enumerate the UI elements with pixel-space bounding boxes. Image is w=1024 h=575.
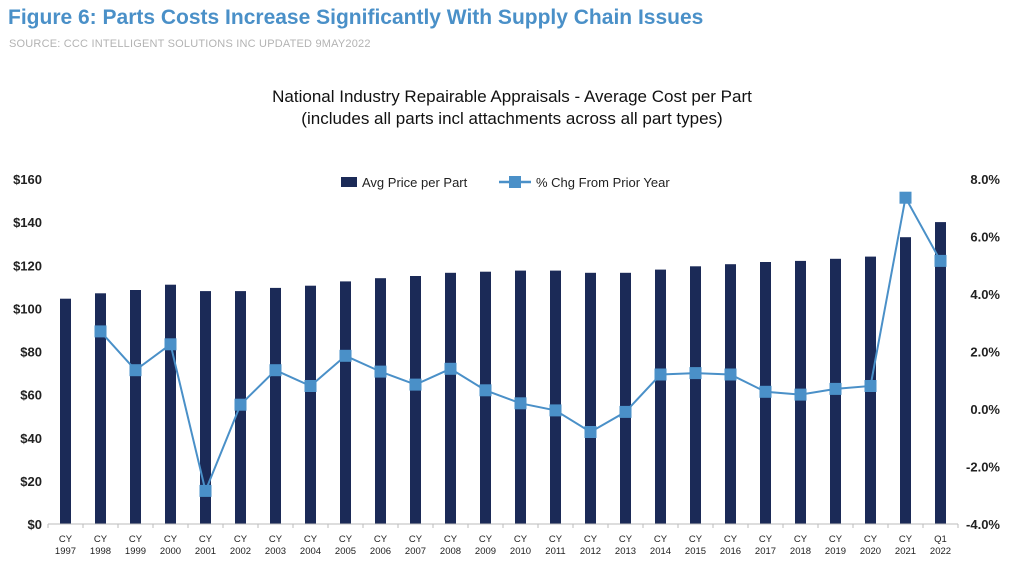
pct-change-point — [724, 368, 737, 381]
x-tick-label: CY 1997 — [55, 534, 76, 557]
y-left-tick-label: $140 — [13, 215, 42, 230]
x-tick-label: CY 2016 — [720, 534, 741, 557]
pct-change-point — [94, 325, 107, 338]
x-tick-label: CY 2000 — [160, 534, 181, 557]
bar — [585, 272, 596, 524]
y-left-tick-label: $100 — [13, 301, 42, 316]
y-left-tick-label: $60 — [20, 388, 42, 403]
x-tick-label: CY 2021 — [895, 534, 916, 557]
y-right-tick-label: 8.0% — [970, 172, 1000, 187]
bar — [690, 266, 701, 524]
pct-change-point — [829, 382, 842, 395]
y-left-tick-label: $80 — [20, 345, 42, 360]
x-tick-label: CY 2020 — [860, 534, 881, 557]
y-left-tick-label: $160 — [13, 172, 42, 187]
x-tick-label: CY 2018 — [790, 534, 811, 557]
figure-title: Figure 6: Parts Costs Increase Significa… — [8, 6, 704, 29]
bar — [655, 269, 666, 524]
y-right-tick-label: 4.0% — [970, 287, 1000, 302]
pct-change-point — [374, 365, 387, 378]
pct-change-point — [549, 404, 562, 417]
y-left-tick-label: $120 — [13, 258, 42, 273]
x-tick-label: CY 2011 — [545, 534, 565, 557]
pct-change-point — [269, 364, 282, 377]
pct-change-point — [794, 388, 807, 401]
pct-change-point — [899, 191, 912, 204]
bar — [200, 291, 211, 524]
pct-change-point — [339, 349, 352, 362]
x-tick-label: CY 2002 — [230, 534, 251, 557]
bar — [130, 290, 141, 524]
bar — [60, 298, 71, 524]
legend: Avg Price per Part % Chg From Prior Year — [341, 175, 670, 190]
y-right-tick-label: -4.0% — [966, 517, 1000, 532]
pct-change-point — [164, 338, 177, 351]
bar — [445, 272, 456, 524]
x-tick-label: CY 2014 — [650, 534, 671, 557]
x-tick-label: CY 2006 — [370, 534, 391, 557]
bar — [725, 264, 736, 524]
x-tick-label: CY 2005 — [335, 534, 356, 557]
bar — [340, 281, 351, 524]
pct-change-point — [654, 368, 667, 381]
x-tick-label: CY 2013 — [615, 534, 636, 557]
bar — [550, 270, 561, 524]
legend-marker-swatch — [509, 176, 521, 188]
bar — [165, 284, 176, 524]
pct-change-point — [409, 378, 422, 391]
pct-change-point — [619, 405, 632, 418]
bar — [935, 222, 946, 524]
pct-change-point — [584, 426, 597, 438]
x-tick-label: CY 2019 — [825, 534, 846, 557]
x-tick-label: CY 2003 — [265, 534, 286, 557]
bar — [410, 276, 421, 524]
bar — [95, 293, 106, 524]
bar — [900, 237, 911, 524]
x-tick-label: CY 1999 — [125, 534, 146, 557]
x-tick-label: CY 2017 — [755, 534, 776, 557]
figure-source: SOURCE: CCC INTELLIGENT SOLUTIONS INC UP… — [9, 38, 371, 50]
pct-change-point — [479, 384, 492, 397]
pct-change-point — [444, 362, 457, 375]
bar — [270, 287, 281, 524]
bar — [305, 285, 316, 524]
y-right-tick-label: -2.0% — [966, 460, 1000, 475]
x-tick-label: CY 2012 — [580, 534, 601, 557]
x-tick-label: CY 2015 — [685, 534, 706, 557]
x-tick-label: CY 2007 — [405, 534, 426, 557]
legend-bar-label: Avg Price per Part — [362, 175, 468, 190]
x-tick-label: CY 2008 — [440, 534, 461, 557]
x-tick-label: CY 2004 — [300, 534, 321, 557]
chart-title-line-2: (includes all parts incl attachments acr… — [301, 109, 723, 128]
x-tick-label: CY 2009 — [475, 534, 496, 557]
pct-change-point — [129, 364, 142, 377]
pct-change-point — [934, 254, 947, 267]
y-right-tick-label: 2.0% — [970, 345, 1000, 360]
pct-change-point — [759, 385, 772, 398]
plot-area: CY 1997 CY 1998 CY 1999 CY 2000 CY 2001 CY 2002 CY 20… — [13, 172, 1000, 557]
legend-line-label: % Chg From Prior Year — [536, 175, 670, 190]
pct-change-point — [514, 397, 527, 410]
x-tick-label: CY 2001 — [195, 534, 216, 557]
bar — [375, 278, 386, 524]
pct-change-point — [199, 484, 212, 497]
y-left-tick-label: $40 — [20, 431, 42, 446]
bar — [620, 272, 631, 524]
x-tick-label: CY 2010 — [510, 534, 531, 557]
x-tick-label: Q1 2022 — [930, 534, 951, 557]
bar — [480, 271, 491, 524]
y-right-tick-label: 6.0% — [970, 230, 1000, 245]
y-left-tick-label: $20 — [20, 474, 42, 489]
pct-change-point — [304, 380, 317, 392]
chart-title-line-1: National Industry Repairable Appraisals … — [272, 87, 752, 106]
y-left-tick-label: $0 — [28, 517, 42, 532]
pct-change-point — [864, 380, 877, 392]
pct-change-point — [689, 367, 702, 380]
pct-change-point — [234, 398, 247, 411]
legend-bar-swatch — [341, 177, 357, 187]
x-tick-label: CY 1998 — [90, 534, 111, 557]
chart-title: National Industry Repairable Appraisals … — [0, 86, 1024, 130]
y-right-tick-label: 0.0% — [970, 402, 1000, 417]
